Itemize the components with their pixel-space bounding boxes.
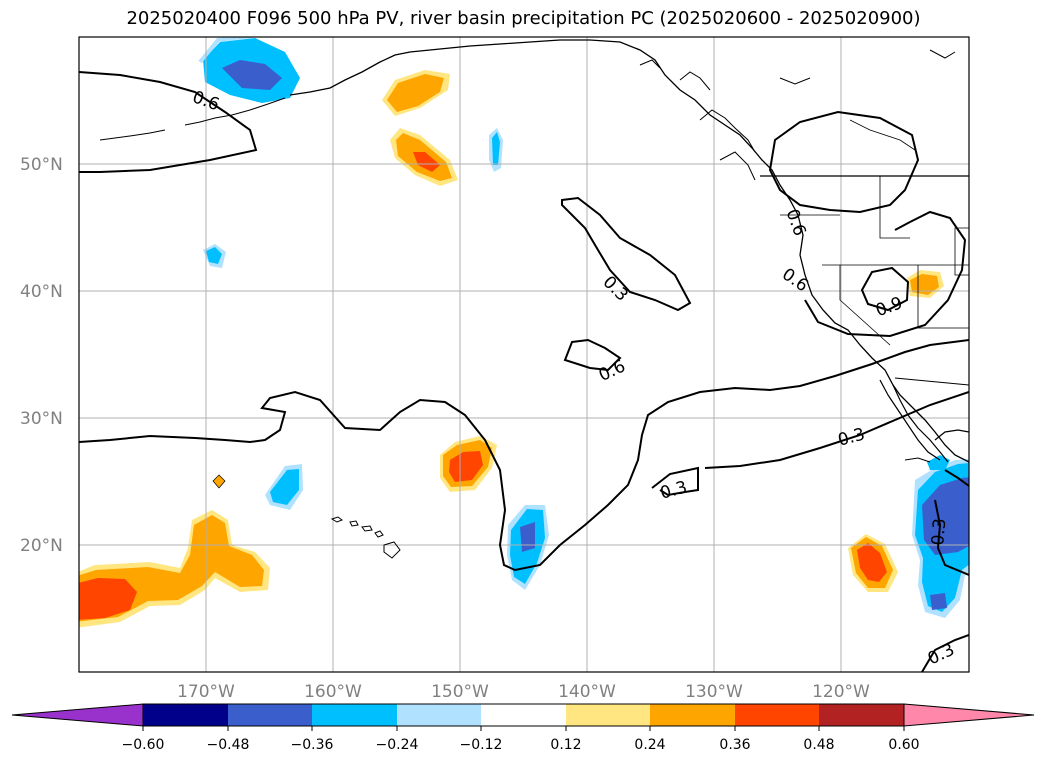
precip-fills [79, 37, 969, 628]
precip-positive-band-southwest [79, 510, 270, 628]
gridlines [79, 37, 969, 672]
colorbar-tick-label: −0.48 [207, 737, 250, 753]
colorbar-segment [566, 704, 650, 726]
colorbar-tick-label: −0.24 [376, 737, 419, 753]
precip-positive-dot [212, 474, 226, 489]
colorbar-segment [819, 704, 904, 726]
colorbar-segment [397, 704, 481, 726]
colorbar-segment [735, 704, 819, 726]
precip-positive-blob-mexico [848, 534, 898, 592]
contour-label: 0.3 [928, 518, 950, 547]
map-title: 2025020400 F096 500 hPa PV, river basin … [126, 8, 921, 29]
precip-negative-blob-west [265, 464, 303, 510]
lon-label-120w: 120°W [812, 682, 870, 702]
colorbar-tick-label: 0.12 [550, 737, 581, 753]
lat-label-20n: 20°N [20, 536, 63, 556]
colorbar-tick-label: 0.36 [719, 737, 750, 753]
colorbar-tick-label: 0.48 [803, 737, 834, 753]
precip-negative-blob-aleutian [198, 37, 300, 103]
longitude-labels: 170°W 160°W 150°W 140°W 130°W 120°W [177, 682, 870, 702]
colorbar-segment [228, 704, 312, 726]
colorbar-segment [312, 704, 397, 726]
colorbar-tick-label: 0.24 [634, 737, 665, 753]
precip-positive-blob-gulf-1 [382, 70, 450, 116]
colorbar-extend-high [903, 703, 1035, 727]
colorbar-segment [481, 704, 566, 726]
precip-positive-blob-gulf-2 [390, 128, 458, 186]
lat-label-30n: 30°N [20, 409, 63, 429]
colorbar-tick-label: −0.12 [460, 737, 503, 753]
lon-label-150w: 150°W [431, 682, 489, 702]
colorbar: −0.60 −0.48 −0.36 −0.24 −0.12 0.12 0.24 … [11, 703, 1035, 753]
latitude-labels: 20°N 30°N 40°N 50°N [20, 155, 63, 556]
lat-label-40n: 40°N [20, 282, 63, 302]
colorbar-extend-low [11, 703, 144, 727]
colorbar-frame [142, 703, 905, 727]
colorbar-segment [650, 704, 735, 726]
lat-label-50n: 50°N [20, 155, 63, 175]
colorbar-tick-label: −0.36 [291, 737, 334, 753]
map-content [79, 37, 969, 672]
colorbar-tick-label: 0.60 [888, 737, 919, 753]
lon-label-160w: 160°W [304, 682, 362, 702]
pv-contours [79, 71, 969, 672]
lon-label-140w: 140°W [558, 682, 616, 702]
precip-positive-blob-hawaii-north [440, 436, 497, 492]
colorbar-segment [143, 704, 228, 726]
coastlines [99, 39, 969, 559]
precip-negative-blob-southeast [912, 455, 969, 618]
precip-negative-strip [489, 128, 503, 172]
map-frame [78, 36, 970, 673]
colorbar-tick-label: −0.60 [122, 737, 165, 753]
lon-label-130w: 130°W [685, 682, 743, 702]
lon-label-170w: 170°W [177, 682, 235, 702]
precip-negative-blob-small [203, 244, 226, 268]
